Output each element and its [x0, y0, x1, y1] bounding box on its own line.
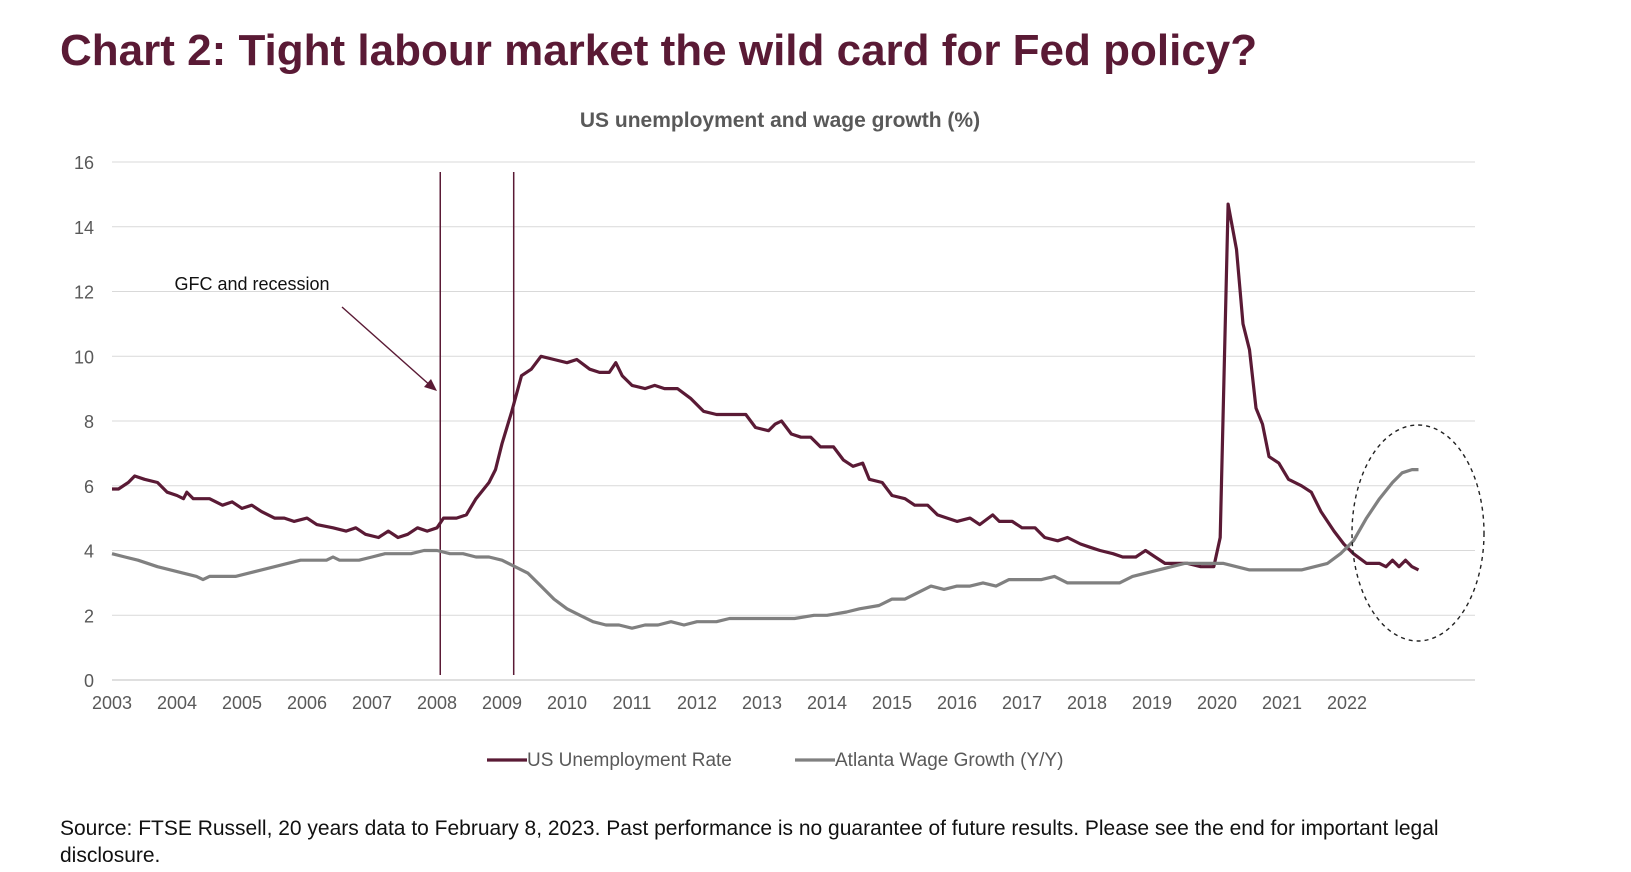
- x-tick-label: 2015: [872, 693, 912, 713]
- x-tick-label: 2008: [417, 693, 457, 713]
- x-tick-label: 2005: [222, 693, 262, 713]
- annotation-arrow: [341, 306, 433, 388]
- x-tick-label: 2013: [742, 693, 782, 713]
- x-tick-label: 2016: [937, 693, 977, 713]
- x-tick-label: 2014: [807, 693, 847, 713]
- chart-container: US unemployment and wage growth (%) 0 2 4 6 8…: [0, 100, 1631, 780]
- x-tick-label: 2018: [1067, 693, 1107, 713]
- y-tick-label: 12: [74, 283, 94, 303]
- line-chart: US unemployment and wage growth (%) 0 2 4 6 8…: [74, 109, 1485, 771]
- x-tick-label: 2017: [1002, 693, 1042, 713]
- x-tick-label: 2012: [677, 693, 717, 713]
- page-title: Chart 2: Tight labour market the wild ca…: [60, 26, 1258, 75]
- x-tick-label: 2009: [482, 693, 522, 713]
- y-tick-label: 4: [84, 542, 94, 562]
- y-tick-label: 8: [84, 412, 94, 432]
- highlight-ellipse: [1351, 424, 1485, 642]
- x-tick-label: 2022: [1327, 693, 1367, 713]
- wage-growth-line: [111, 468, 1419, 630]
- annotation-label: GFC and recession: [174, 274, 329, 294]
- unemployment-rate-line: [112, 202, 1420, 572]
- legend-label: US Unemployment Rate: [527, 750, 732, 771]
- y-tick-label: 10: [74, 347, 94, 367]
- y-tick-label: 14: [74, 218, 94, 238]
- x-tick-label: 2003: [92, 693, 132, 713]
- chart-title: US unemployment and wage growth (%): [580, 109, 980, 132]
- source-footnote: Source: FTSE Russell, 20 years data to F…: [60, 817, 1439, 867]
- y-tick-label: 6: [84, 477, 94, 497]
- x-tick-label: 2004: [157, 693, 197, 713]
- x-tick-label: 2021: [1262, 693, 1302, 713]
- y-tick-label: 16: [74, 153, 94, 173]
- annotation-arrowhead: [424, 379, 437, 391]
- legend-label: Atlanta Wage Growth (Y/Y): [835, 750, 1063, 771]
- x-tick-label: 2010: [547, 693, 587, 713]
- y-tick-label: 0: [84, 671, 94, 691]
- x-tick-label: 2019: [1132, 693, 1172, 713]
- y-tick-label: 2: [84, 606, 94, 626]
- x-tick-label: 2020: [1197, 693, 1237, 713]
- x-tick-label: 2006: [287, 693, 327, 713]
- x-tick-label: 2011: [613, 693, 652, 713]
- x-tick-label: 2007: [352, 693, 392, 713]
